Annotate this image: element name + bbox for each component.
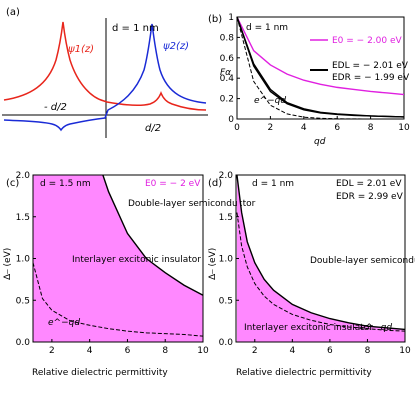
y-tick-label: 2.0	[16, 171, 31, 181]
y-tick-label: 1.5	[16, 213, 30, 223]
panel-b-frame	[236, 16, 405, 120]
x-tick-label: 2	[49, 346, 55, 356]
psi1-label: ψ1(z)	[68, 44, 94, 55]
series-line-b-2	[236, 16, 405, 118]
panel-d-curve-label: e^−qd	[360, 323, 392, 333]
panel-d-legend-edl: EDL = 2.01 eV	[336, 179, 402, 189]
x-tick-label: 2	[268, 123, 274, 133]
y-tick-label: 0	[228, 115, 234, 125]
y-tick-label: 0.4	[220, 74, 235, 84]
y-tick-label: 0.8	[220, 33, 235, 43]
panel-b-ylabel: Fα	[220, 68, 231, 78]
y-tick-label: 0.5	[219, 296, 233, 306]
panel-d-ylabel: Δ⎯ (eV)	[208, 248, 218, 280]
y-tick-label: 1.5	[219, 213, 233, 223]
panel-a: d = 1 nm ψ1(z) ψ2(z) - d/2 d/2	[2, 18, 208, 138]
panel-c-legend: E0 = − 2 eV	[145, 179, 201, 189]
x-tick-label: 4	[87, 346, 93, 356]
panel-c-ylabel: Δ⎯ (eV)	[3, 248, 13, 280]
series-line-d-1	[236, 212, 406, 332]
x-tick-label: 10	[398, 123, 410, 133]
panel-a-d-label: d = 1 nm	[112, 23, 159, 34]
panel-b-xlabel: qd	[314, 137, 326, 147]
y-tick-label: 1.0	[219, 255, 234, 265]
psi1-curve	[3, 21, 207, 111]
psi2-curve	[3, 23, 207, 132]
y-tick-label: 2.0	[219, 171, 234, 181]
series-line-c-1	[32, 262, 204, 337]
panel-d-annotation: d = 1 nm	[252, 179, 294, 189]
x-tick-label: 10	[399, 346, 411, 356]
series-line-d-0	[236, 174, 406, 331]
panel-label-d: (d)	[208, 178, 222, 189]
series-line-c-0	[102, 174, 204, 296]
panel-label-b: (b)	[208, 14, 222, 25]
x-tick-label: 10	[197, 346, 209, 356]
series-line-b-0	[236, 16, 405, 96]
x-tick-label: 4	[289, 346, 295, 356]
psi2-label: ψ2(z)	[163, 41, 189, 52]
y-tick-label: 0.0	[219, 338, 234, 348]
panel-c-region-lower: Interlayer excitonic insulator	[72, 255, 201, 265]
panel-b-annotation: d = 1 nm	[246, 23, 288, 33]
y-tick-label: 0.6	[220, 54, 235, 64]
y-tick-label: 0.2	[220, 95, 234, 105]
legend-edl: EDL = − 2.01 eV	[332, 61, 409, 71]
panel-c-xlabel: Relative dielectric permittivity	[32, 368, 168, 378]
x-tick-label: 6	[334, 123, 340, 133]
panel-label-c: (c)	[6, 178, 19, 189]
y-tick-label: 1.0	[16, 255, 31, 265]
series-line-b-3	[236, 16, 405, 120]
x-tick-label: 8	[365, 346, 371, 356]
insulator-region-d	[236, 175, 405, 342]
panel-label-a: (a)	[6, 7, 20, 18]
y-tick-label: 1	[228, 13, 234, 23]
panel-d-legend-edr: EDR = 2.99 eV	[336, 192, 404, 202]
panel-d-xlabel: Relative dielectric permittivity	[236, 368, 372, 378]
panel-d-region-upper: Double-layer semiconductor	[310, 256, 415, 266]
panel-c: 2 4 6 8 10 0.0 0.5 1.0 1.5 2.0 Relative dielectr…	[3, 171, 256, 378]
panel-c-annotation: d = 1.5 nm	[40, 179, 91, 189]
panel-b-exp-label: e^−qd	[254, 96, 286, 106]
insulator-region-c	[33, 175, 203, 342]
x-tick-label: 8	[368, 123, 374, 133]
x-tick-label: 6	[125, 346, 131, 356]
right-tick-label: d/2	[145, 123, 161, 134]
left-tick-label: - d/2	[44, 102, 67, 113]
x-tick-label: 2	[252, 346, 258, 356]
legend-e0: E0 = − 2.00 eV	[332, 36, 403, 46]
panel-b: 0 2 4 6 8 10 0 0.2 0.4 0.6 0.8 1 qd Fα d = 1 nm E0…	[220, 13, 410, 147]
x-tick-label: 8	[162, 346, 168, 356]
panel-d-region-lower: Interlayer excitonic insulator	[244, 323, 373, 333]
panel-c-curve-label: e^−qd	[48, 318, 80, 328]
y-tick-label: 0.0	[16, 338, 31, 348]
panel-d: 2 4 6 8 10 0.0 0.5 1.0 1.5 2.0 Relative dielectr…	[208, 171, 415, 378]
x-tick-label: 0	[234, 123, 240, 133]
panel-c-region-upper: Double-layer semiconductor	[128, 199, 256, 209]
legend-edr: EDR = − 1.99 eV	[332, 73, 410, 83]
y-tick-label: 0.5	[16, 296, 30, 306]
x-tick-label: 4	[301, 123, 307, 133]
x-tick-label: 6	[327, 346, 333, 356]
